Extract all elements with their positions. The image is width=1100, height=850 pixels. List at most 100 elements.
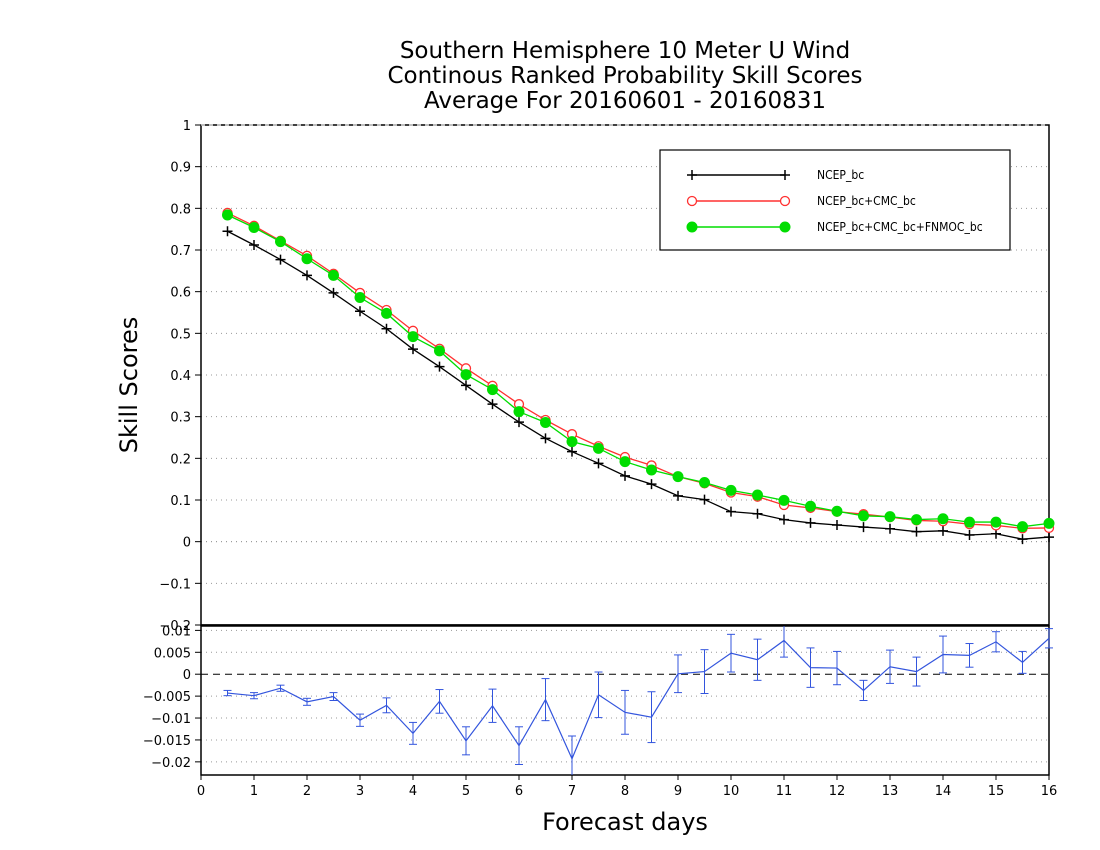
x-tick-label: 8 — [621, 784, 629, 799]
data-point-series-2 — [699, 477, 710, 488]
x-tick-label: 1 — [250, 784, 258, 799]
data-point-series-0 — [885, 523, 895, 534]
data-point-series-0 — [726, 506, 736, 517]
data-point-series-0 — [673, 490, 683, 501]
data-point-series-2 — [752, 489, 763, 501]
data-point-series-0 — [514, 417, 524, 428]
bottom-y-tick-label: 0.005 — [154, 646, 191, 661]
data-point-series-2 — [381, 307, 392, 319]
legend-entry-label: NCEP_bc+CMC_bc — [817, 194, 916, 208]
data-point-series-2 — [1017, 521, 1028, 533]
data-point-series-0 — [275, 254, 286, 265]
chart-title-line-1: Southern Hemisphere 10 Meter U Wind — [399, 38, 851, 64]
data-point-series-0 — [461, 380, 471, 391]
data-point-series-0 — [408, 344, 418, 355]
x-tick-label: 10 — [723, 784, 740, 799]
x-tick-label: 9 — [674, 784, 682, 799]
data-point-series-0 — [567, 446, 577, 457]
data-point-series-0 — [249, 240, 259, 250]
data-point-series-0 — [540, 433, 551, 444]
data-point-series-2 — [911, 514, 922, 526]
bottom-y-tick-label: 0 — [183, 668, 191, 683]
top-y-tick-label: 0.3 — [170, 411, 191, 426]
top-y-tick-label: 1 — [183, 119, 191, 134]
series-line-0 — [227, 230, 1050, 540]
data-point-series-2 — [222, 209, 233, 221]
data-point-series-0 — [964, 530, 975, 540]
data-point-series-0 — [938, 525, 948, 536]
data-point-series-0 — [752, 508, 763, 519]
top-y-tick-label: 0.6 — [170, 286, 191, 301]
data-point-series-2 — [884, 511, 896, 523]
data-point-series-2 — [513, 406, 525, 418]
top-y-tick-label: 0.4 — [170, 369, 191, 384]
x-tick-label: 4 — [409, 784, 417, 799]
data-point-series-2 — [805, 500, 816, 512]
data-point-series-0 — [620, 470, 630, 481]
legend-marker — [687, 170, 697, 180]
bottom-y-tick-label: −0.01 — [151, 712, 191, 727]
data-point-series-0 — [1044, 532, 1054, 543]
top-y-tick-label: 0.1 — [170, 494, 191, 509]
series-line-1 — [227, 212, 1050, 529]
x-tick-label: 13 — [882, 784, 899, 799]
data-point-series-2 — [672, 471, 684, 483]
x-tick-label: 2 — [303, 784, 311, 799]
data-point-series-0 — [779, 514, 789, 525]
data-point-series-0 — [381, 323, 392, 334]
data-point-series-2 — [328, 269, 339, 281]
data-point-series-2 — [248, 222, 260, 233]
chart-title-line-3: Average For 20160601 - 20160831 — [423, 88, 827, 114]
x-axis-label: Forecast days — [542, 808, 708, 836]
x-tick-label: 15 — [988, 784, 1005, 799]
top-y-tick-label: 0.7 — [170, 244, 191, 259]
x-tick-label: 12 — [829, 784, 846, 799]
data-point-series-2 — [619, 456, 631, 468]
data-point-series-2 — [858, 510, 869, 522]
x-tick-label: 3 — [356, 784, 364, 799]
difference-series-line — [227, 637, 1050, 761]
legend-entry-label: NCEP_bc — [817, 168, 864, 182]
data-point-series-2 — [434, 345, 445, 357]
data-point-series-2 — [593, 442, 604, 454]
legend-marker — [779, 221, 791, 233]
data-point-series-0 — [487, 399, 498, 410]
legend-entry-label: NCEP_bc+CMC_bc+FNMOC_bc — [817, 220, 983, 234]
data-point-series-0 — [805, 517, 816, 528]
x-tick-label: 0 — [197, 784, 205, 799]
data-point-series-0 — [355, 306, 365, 317]
legend-marker — [686, 221, 698, 233]
bottom-y-tick-label: −0.015 — [143, 734, 191, 749]
data-point-series-0 — [1017, 534, 1028, 545]
data-point-series-0 — [832, 520, 842, 530]
top-y-tick-label: 0.8 — [170, 202, 191, 217]
top-y-tick-label: 0.9 — [170, 161, 191, 176]
data-point-series-0 — [328, 287, 339, 298]
data-point-series-0 — [302, 270, 312, 281]
data-point-series-2 — [540, 417, 551, 428]
x-tick-label: 7 — [568, 784, 576, 799]
data-point-series-2 — [407, 331, 419, 343]
bottom-y-tick-label: −0.02 — [151, 756, 191, 771]
data-point-series-2 — [487, 384, 498, 396]
data-point-series-2 — [831, 505, 843, 517]
data-point-series-2 — [275, 236, 286, 248]
data-point-series-2 — [725, 484, 737, 496]
data-point-series-2 — [354, 292, 366, 303]
data-point-series-0 — [699, 494, 710, 505]
data-point-series-2 — [460, 369, 472, 381]
data-point-series-2 — [778, 494, 790, 506]
data-point-series-0 — [646, 479, 657, 490]
data-point-series-2 — [964, 516, 975, 528]
bottom-y-tick-label: −0.005 — [143, 690, 191, 705]
data-point-series-0 — [434, 361, 445, 372]
legend-marker — [780, 170, 790, 180]
x-tick-label: 11 — [776, 784, 793, 799]
x-tick-label: 16 — [1041, 784, 1058, 799]
top-y-tick-label: 0 — [183, 536, 191, 551]
data-point-series-2 — [566, 436, 578, 448]
data-point-series-2 — [990, 516, 1002, 528]
top-y-tick-label: −0.2 — [159, 619, 191, 634]
top-y-tick-label: −0.1 — [159, 577, 191, 592]
